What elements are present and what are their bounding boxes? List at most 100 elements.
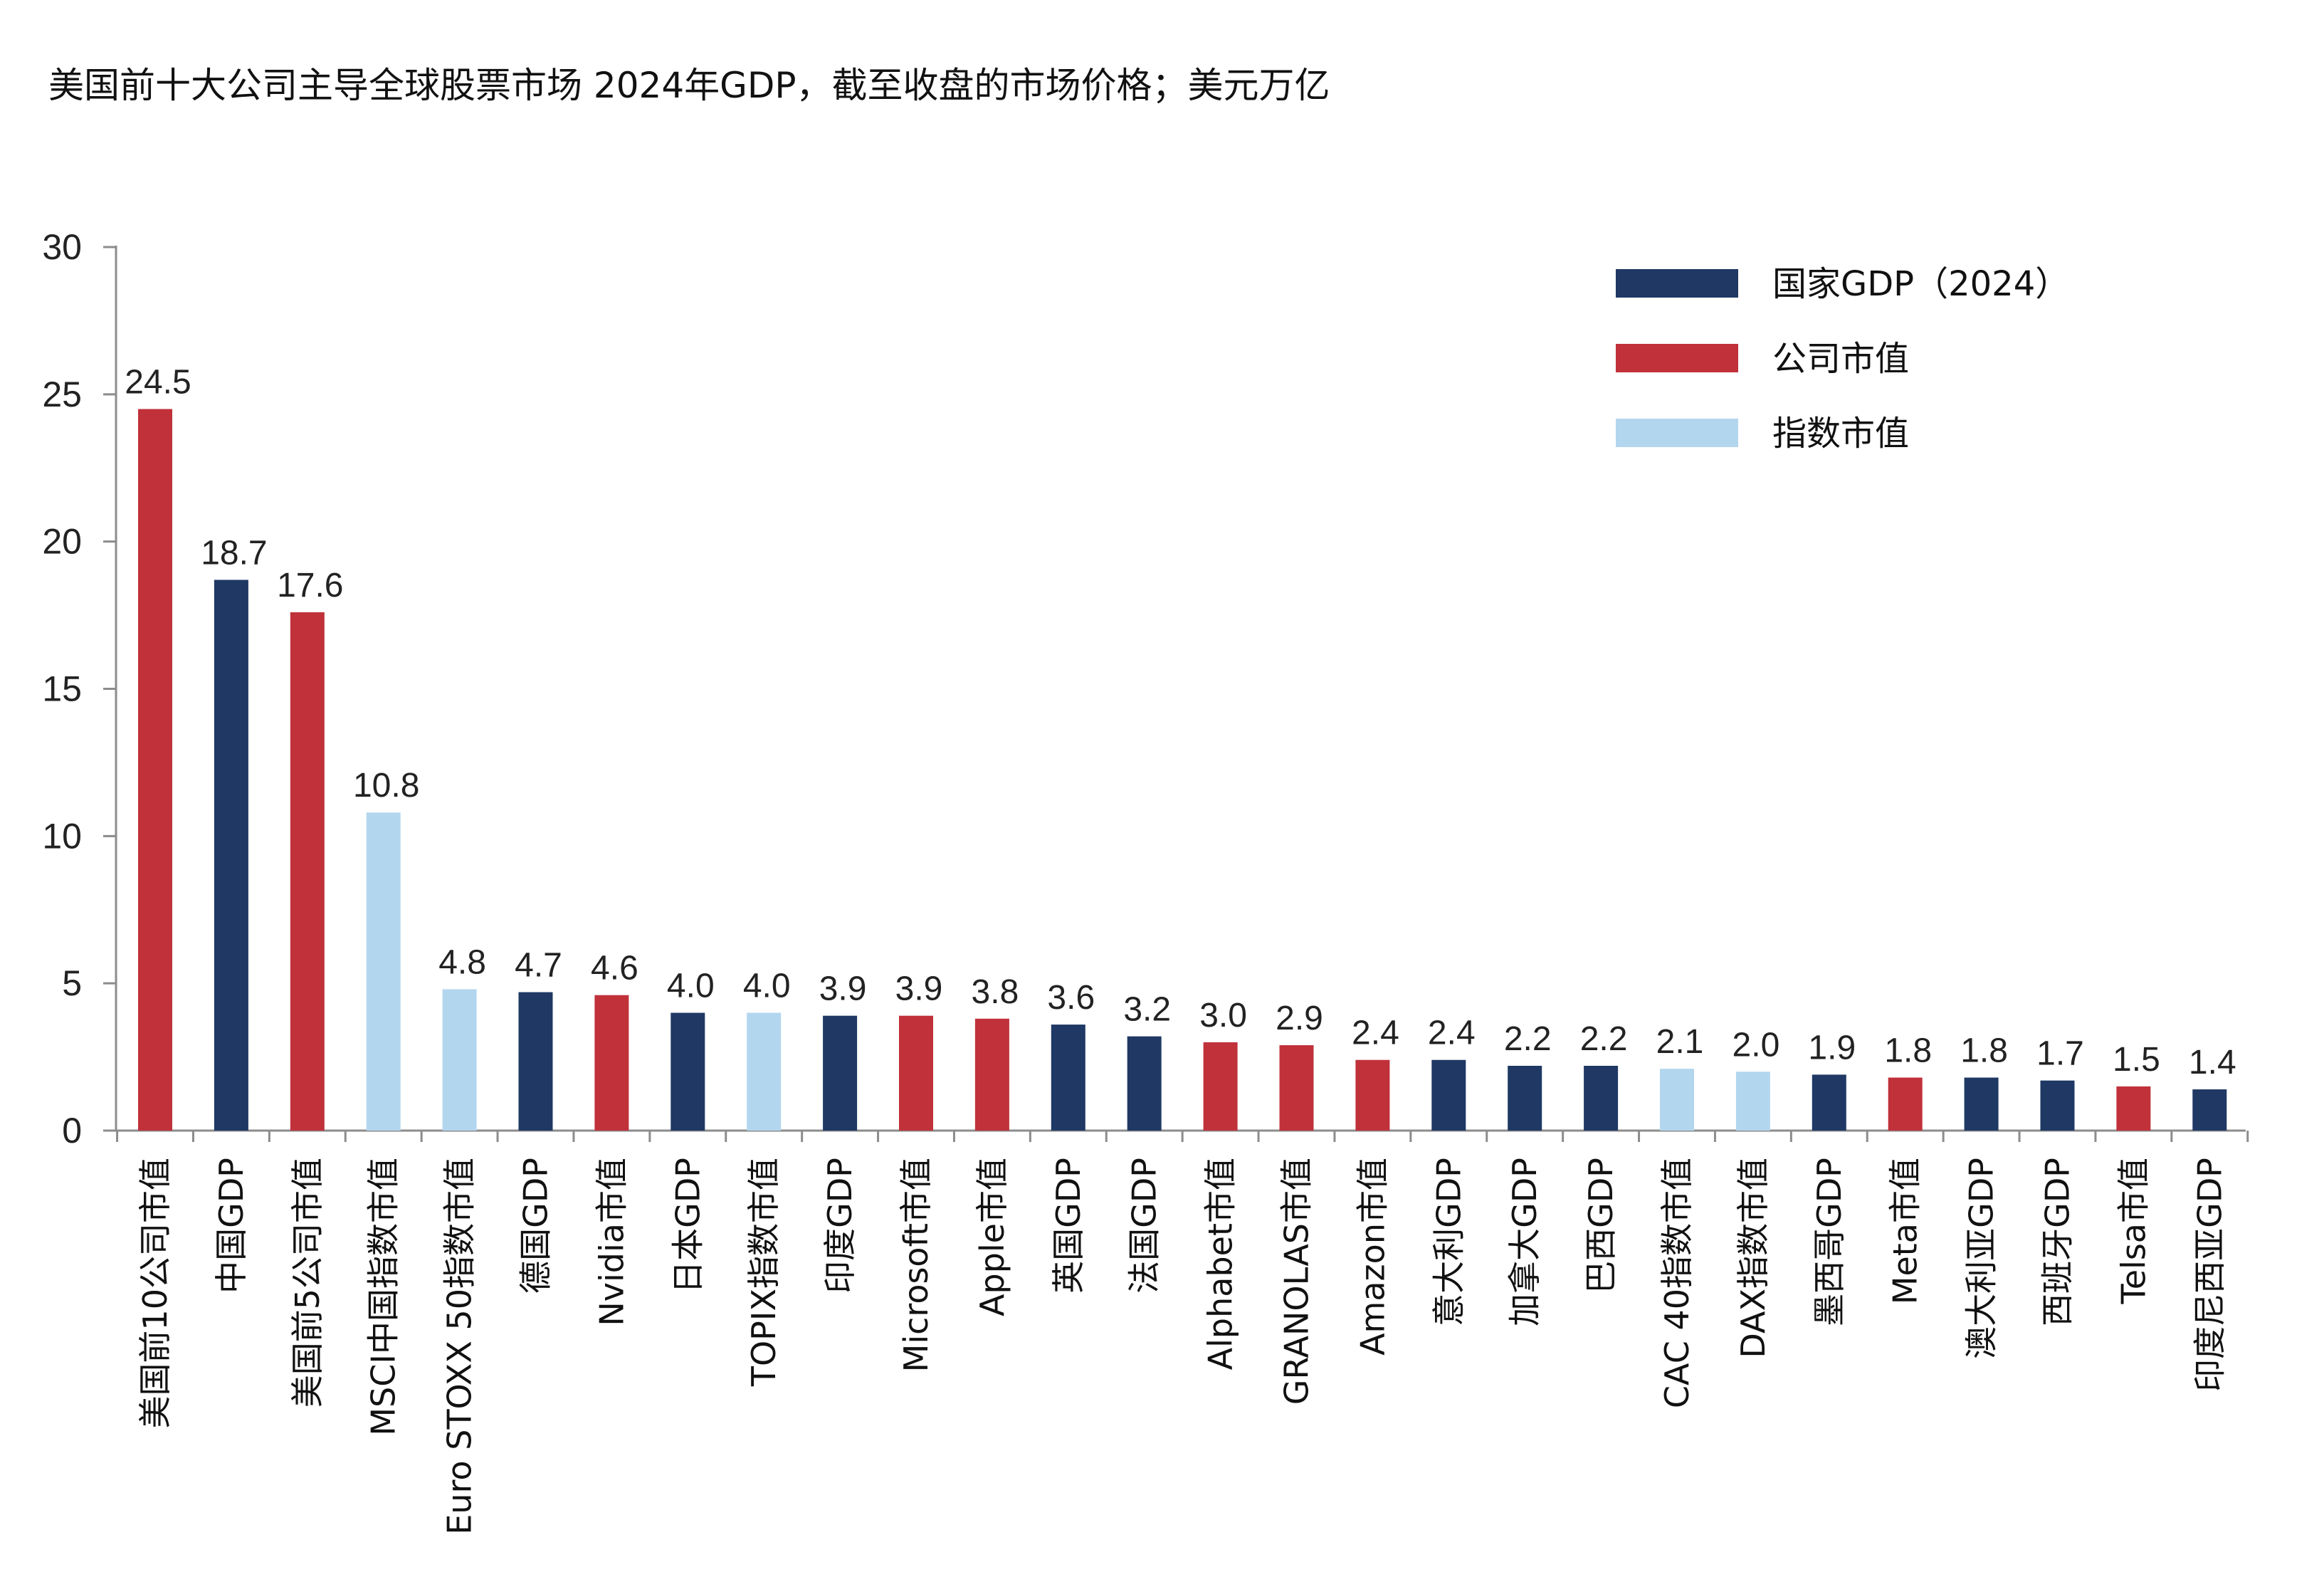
data-label: 1.8 [1884,1032,1932,1070]
category-label: 法国GDP [1125,1158,1164,1294]
data-label: 3.8 [972,973,1019,1011]
data-label: 1.5 [2113,1041,2160,1079]
category-label: Euro STOXX 50指数市值 [441,1158,479,1535]
category-label: DAX指数市值 [1734,1158,1772,1358]
bar [518,992,553,1131]
data-label: 2.4 [1428,1015,1476,1052]
data-label: 4.8 [438,943,486,981]
bar [366,812,401,1131]
data-label: 17.6 [277,567,343,604]
category-label: 中国GDP [212,1158,251,1294]
legend-label: 国家GDP（2024） [1772,264,2069,304]
category-label: Alphabet市值 [1202,1158,1240,1370]
data-label: 1.8 [1960,1032,2008,1070]
category-label: 美国前10公司市值 [136,1158,174,1429]
bar [2116,1086,2151,1131]
bar [2040,1080,2075,1131]
data-label: 1.9 [1808,1029,1856,1067]
category-label: Microsoft市值 [897,1158,935,1372]
category-label: 德国GDP [517,1158,555,1294]
bar [138,409,172,1131]
category-label: TOPIX指数市值 [745,1158,783,1387]
bar [2192,1089,2227,1131]
legend-label: 指数市值 [1772,414,1909,454]
y-tick-label: 30 [42,227,82,267]
category-label: Apple市值 [973,1158,1011,1316]
bar [1584,1065,1619,1131]
bar [290,612,325,1131]
category-label: 澳大利亚GDP [1962,1158,2001,1359]
bar [1735,1072,1770,1131]
legend-swatch [1616,344,1738,372]
data-label: 2.2 [1504,1020,1552,1058]
category-label: 美国前5公司市值 [288,1158,327,1408]
category-label: Amazon市值 [1353,1158,1392,1356]
data-label: 18.7 [201,534,267,572]
data-label: 4.6 [591,950,638,987]
data-label: 2.9 [1276,1000,1323,1037]
bars [138,409,2227,1131]
data-label: 3.2 [1123,991,1171,1029]
data-label: 1.4 [2189,1044,2236,1081]
y-tick-label: 10 [42,816,82,856]
bar [747,1012,782,1131]
bar [1508,1065,1542,1131]
data-label: 3.9 [895,970,943,1008]
data-labels: 24.5 18.7 17.6 10.8 4.8 4.7 4.6 4.0 4.0 3.9 3.9 3.8… [125,364,2236,1082]
legend-swatch [1616,419,1738,447]
data-label: 4.0 [743,968,791,1005]
legend-label: 公司市值 [1772,339,1909,379]
data-label: 2.4 [1352,1015,1399,1052]
y-tick-label: 5 [62,963,82,1003]
y-tick-label: 25 [42,374,82,414]
legend-swatch [1616,269,1738,298]
category-label: Meta市值 [1886,1158,1925,1304]
bar [1431,1059,1466,1131]
bar [671,1012,705,1131]
data-label: 1.7 [2036,1035,2084,1073]
data-label: 3.9 [819,970,867,1008]
category-label: CAC 40指数市值 [1658,1158,1696,1408]
bar [1127,1036,1162,1131]
category-label: GRANOLAS市值 [1278,1158,1316,1405]
category-label: 意大利GDP [1429,1158,1468,1326]
bar [1279,1045,1314,1131]
data-label: 3.6 [1047,979,1095,1017]
bar [1051,1025,1085,1131]
bar [442,989,477,1131]
data-label: 24.5 [125,364,191,402]
y-tick-label: 0 [62,1111,82,1151]
data-label: 10.8 [353,767,419,805]
bar [1660,1069,1694,1131]
y-tick-label: 15 [42,669,82,709]
bar [214,580,248,1131]
category-label: 墨西哥GDP [1810,1158,1849,1326]
category-label: 印度尼西亚GDP [2190,1158,2229,1392]
data-label: 2.2 [1580,1020,1628,1058]
bar [1888,1077,1923,1131]
category-label: 西班牙GDP [2039,1158,2077,1326]
data-label: 2.1 [1656,1023,1704,1061]
y-axis: 0 5 10 15 20 25 30 [42,227,117,1151]
bar [1355,1059,1390,1131]
category-label: Nvidia市值 [592,1158,631,1326]
category-labels: 美国前10公司市值 中国GDP 美国前5公司市值 MSCI中国指数市值 Euro STO… [136,1158,2229,1535]
bar [1964,1077,1999,1131]
category-label: 英国GDP [1049,1158,1088,1294]
category-label: MSCI中国指数市值 [364,1158,403,1436]
bar [823,1015,858,1131]
bar [1203,1042,1238,1131]
category-label: Telsa市值 [2114,1158,2152,1305]
bar [594,995,629,1131]
data-label: 2.0 [1733,1026,1780,1064]
category-label: 日本GDP [668,1158,707,1294]
category-label: 加拿大GDP [1505,1158,1544,1326]
bar [974,1018,1009,1131]
bar [899,1015,933,1131]
data-label: 4.7 [515,947,562,985]
y-tick-label: 20 [42,522,82,562]
bar [1812,1074,1846,1131]
category-label: 巴西GDP [1582,1158,1620,1294]
